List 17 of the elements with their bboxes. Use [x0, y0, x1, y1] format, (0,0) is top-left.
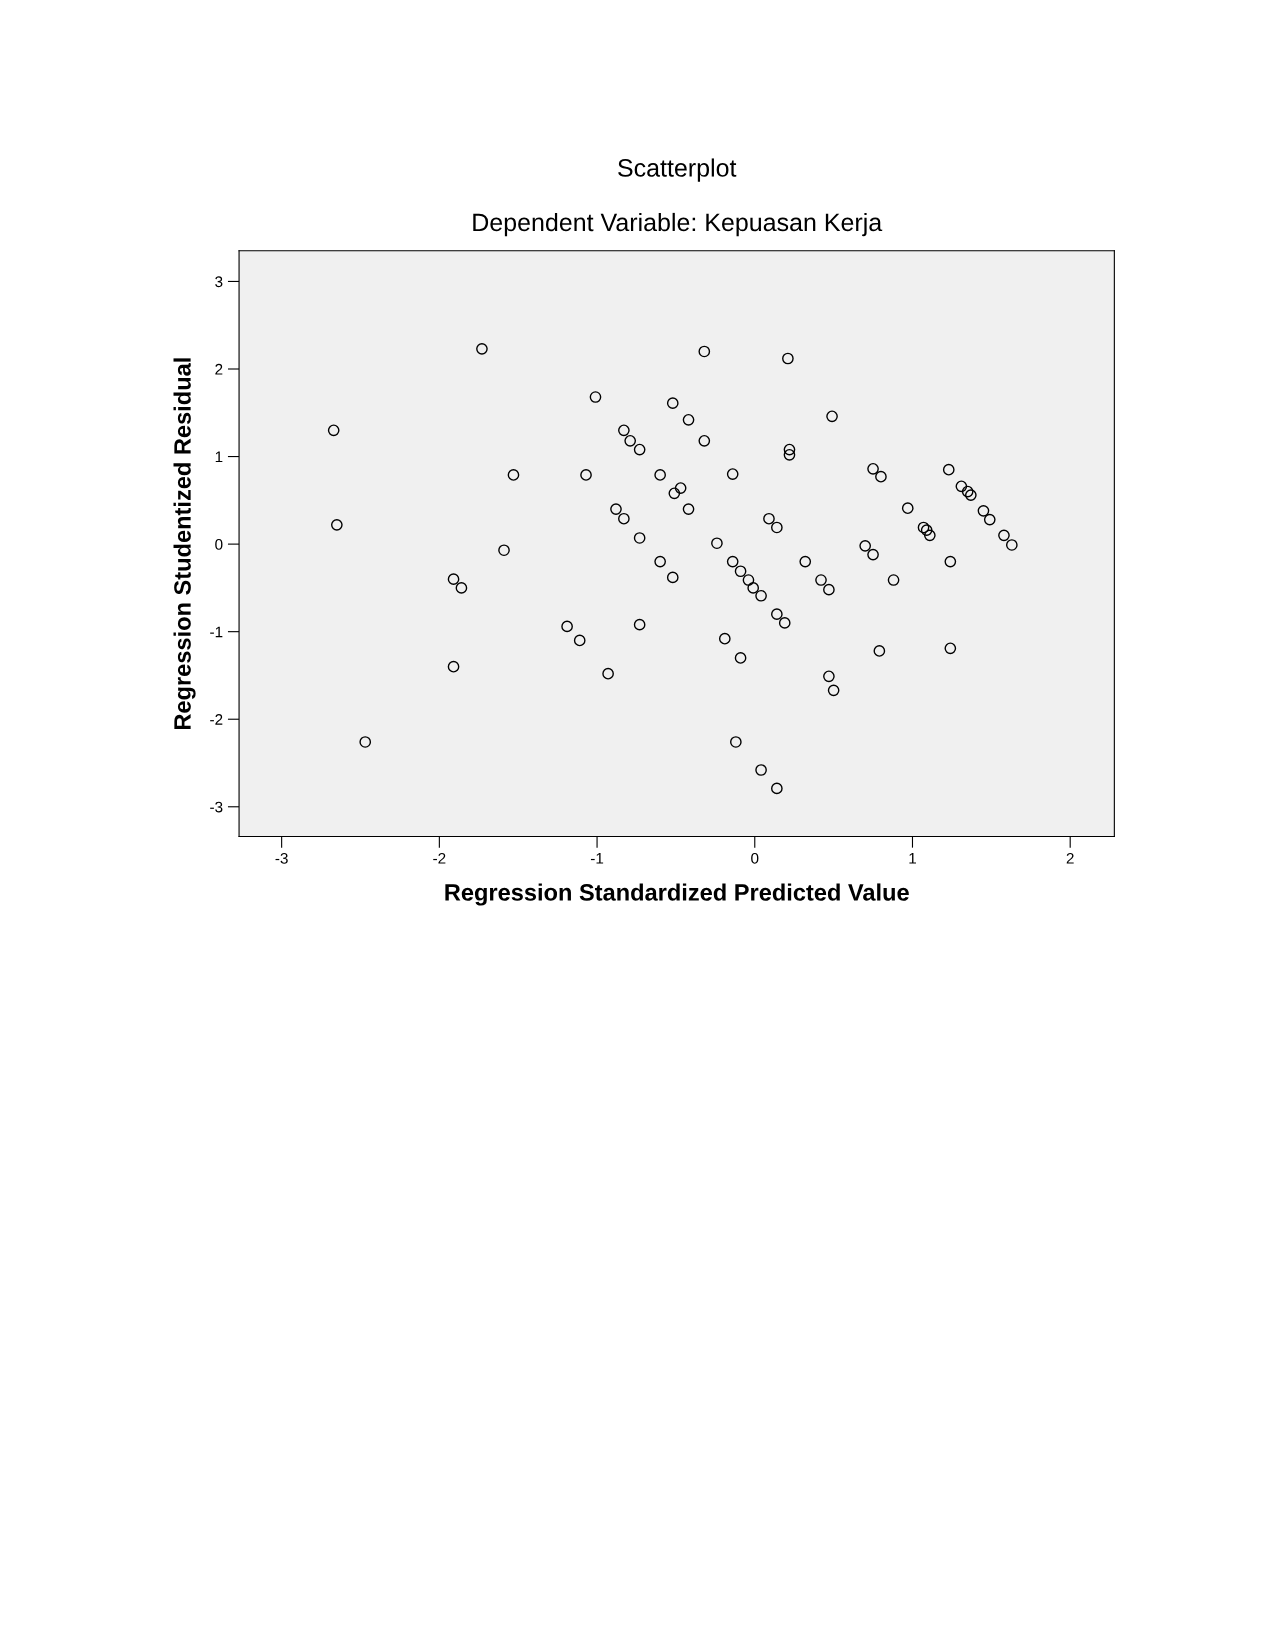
x-tick-label: 0 [751, 852, 759, 864]
x-tick-label: -1 [590, 853, 604, 864]
y-tick-label: 1 [215, 451, 223, 463]
chart-subtitle: Dependent Variable: Kepuasan Kerja [473, 212, 883, 237]
x-axis-title: Regression Standardized Predicted Value [445, 883, 909, 906]
y-tick-label: 2 [215, 363, 223, 375]
x-tick-label: 1 [909, 853, 916, 864]
y-tick-label: -2 [210, 714, 223, 725]
x-tick-label: 2 [1066, 852, 1074, 864]
y-tick-label: -1 [210, 626, 223, 638]
y-tick-label: 3 [215, 276, 223, 288]
y-axis-title: Regression Studentized Residual [173, 358, 196, 730]
chart-title: Scatterplot [618, 158, 737, 182]
x-tick-label: -2 [433, 852, 446, 864]
y-tick-label: 0 [215, 538, 223, 550]
y-tick-label: -3 [210, 801, 223, 813]
x-tick-label: -3 [275, 852, 288, 864]
